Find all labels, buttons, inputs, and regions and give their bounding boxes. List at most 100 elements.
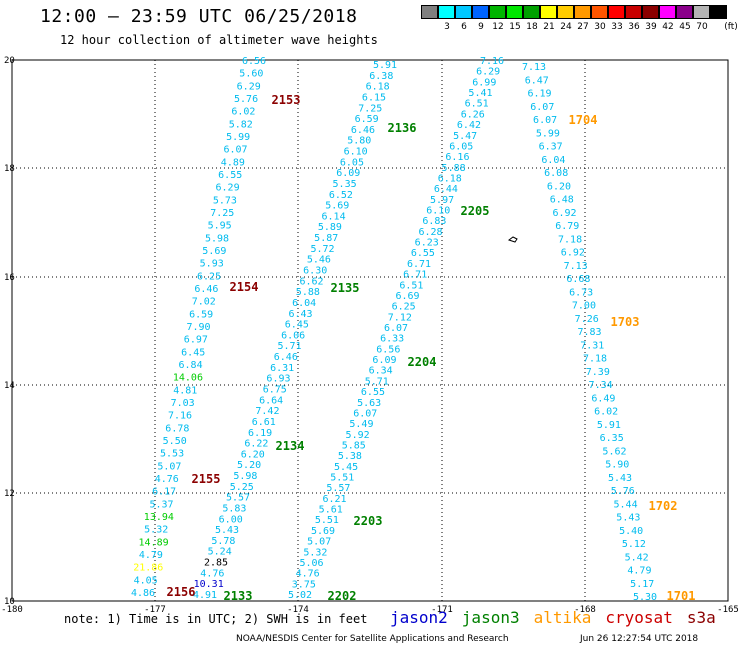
wave-height-value: 5.46 (307, 255, 331, 266)
wave-height-value: 5.73 (213, 195, 237, 206)
wave-height-value: 6.08 (544, 168, 568, 179)
satellite-pass-label: 1702 (649, 499, 678, 513)
wave-height-value: 7.03 (171, 398, 195, 409)
wave-height-value: 4.79 (627, 566, 651, 577)
wave-height-value: 6.35 (600, 433, 624, 444)
wave-height-value: 5.95 (208, 221, 232, 232)
wave-height-value: 4.79 (139, 550, 163, 561)
wave-height-value: 5.57 (326, 483, 350, 494)
wave-height-value: 5.90 (605, 460, 629, 471)
wave-height-value: 5.57 (226, 493, 250, 504)
wave-height-value: 5.85 (342, 440, 366, 451)
wave-height-value: 6.23 (415, 238, 439, 249)
wave-height-value: 5.12 (622, 539, 646, 550)
wave-height-value: 5.78 (211, 536, 235, 547)
wave-height-value: 6.10 (344, 147, 368, 158)
legend-swatch (523, 5, 540, 19)
wave-height-value: 5.69 (311, 526, 335, 537)
wave-height-value: 6.43 (288, 309, 312, 320)
wave-height-value: 5.92 (346, 430, 370, 441)
satellite-pass-label: 2155 (192, 472, 221, 486)
page-subtitle: 12 hour collection of altimeter wave hei… (60, 33, 378, 47)
legend-swatch (608, 5, 625, 19)
legend-tick-label: 21 (543, 22, 555, 32)
wave-height-value: 5.30 (633, 592, 657, 603)
wave-height-value: 6.73 (569, 287, 593, 298)
wave-height-value: 5.93 (200, 259, 224, 270)
wave-height-value: 5.51 (315, 515, 339, 526)
wave-height-value: 14.89 (139, 537, 169, 548)
wave-height-value: 6.92 (561, 248, 585, 259)
wave-height-value: 5.43 (215, 525, 239, 536)
wave-height-value: 4.76 (155, 474, 179, 485)
wave-height-value: 7.39 (586, 367, 610, 378)
satellite-pass-label: 2156 (167, 585, 196, 599)
wave-height-value: 5.72 (311, 244, 335, 255)
wave-height-value: 7.90 (186, 322, 210, 333)
wave-height-value: 6.44 (434, 184, 458, 195)
wave-height-value: 6.45 (181, 347, 205, 358)
wave-height-value: 6.42 (457, 120, 481, 131)
wave-height-value: 5.43 (616, 513, 640, 524)
wave-height-value: 6.10 (426, 206, 450, 217)
satellite-pass-label: 1704 (569, 113, 598, 127)
satellite-legend: jason2 jason3 altika cryosat s3a (390, 608, 730, 627)
wave-height-value: 6.45 (285, 320, 309, 331)
wave-height-value: 5.69 (202, 246, 226, 257)
wave-height-value: 4.86 (131, 588, 155, 599)
legend-tick-label: 39 (645, 22, 657, 32)
wave-height-value: 5.50 (163, 436, 187, 447)
legend-swatch (421, 5, 438, 19)
legend-swatch (489, 5, 506, 19)
wave-height-value: 7.83 (577, 327, 601, 338)
wave-height-value: 6.46 (274, 352, 298, 363)
legend-tick-label: 9 (478, 22, 484, 32)
map-frame (11, 59, 729, 602)
wave-height-value: 7.00 (572, 301, 596, 312)
wave-height-value: 5.99 (536, 128, 560, 139)
wave-height-value: 6.06 (281, 330, 305, 341)
wave-height-value: 7.26 (575, 314, 599, 325)
wave-height-value: 5.60 (239, 69, 263, 80)
wave-height-value: 5.98 (205, 233, 229, 244)
satellite-pass-label: 2154 (230, 280, 259, 294)
wave-height-value: 5.63 (357, 398, 381, 409)
legend-unit-label: (ft) (724, 22, 738, 32)
wave-height-value: 7.13 (522, 62, 546, 73)
generated-timestamp: Jun 26 12:27:54 UTC 2018 (580, 634, 699, 644)
legend-swatch (472, 5, 489, 19)
wave-height-value: 5.82 (229, 119, 253, 130)
satellite-pass-label: 2136 (388, 121, 417, 135)
wave-height-value: 10.31 (194, 579, 224, 590)
wave-height-value: 7.02 (192, 297, 216, 308)
wave-height-value: 6.20 (547, 181, 571, 192)
wave-height-value: 6.25 (197, 271, 221, 282)
wave-height-value: 6.78 (165, 423, 189, 434)
legend-swatch (676, 5, 693, 19)
legend-swatch (710, 5, 727, 19)
satellite-pass-label: 1701 (667, 589, 696, 603)
longitude-label: -171 (431, 605, 453, 615)
legend-swatch (438, 5, 455, 19)
wave-height-value: 5.47 (453, 131, 477, 142)
wave-height-value: 5.49 (349, 419, 373, 430)
wave-height-value: 5.41 (468, 88, 492, 99)
wave-height-value: 6.29 (237, 81, 261, 92)
legend-tick-label: 36 (628, 22, 640, 32)
legend-tick-label: 12 (492, 22, 504, 32)
wave-height-value: 6.51 (399, 280, 423, 291)
wave-height-value: 6.26 (461, 109, 485, 120)
legend-swatch (693, 5, 710, 19)
wave-height-value: 6.07 (533, 115, 557, 126)
satellite-pass-label: 2134 (276, 439, 305, 453)
wave-height-value: 5.91 (373, 60, 397, 71)
wave-height-value: 6.62 (299, 276, 323, 287)
wave-height-value: 3.75 (292, 579, 316, 590)
wave-height-value: 6.29 (216, 183, 240, 194)
legend-swatch (557, 5, 574, 19)
wave-height-value: 7.18 (583, 354, 607, 365)
legend-tick-label: 6 (461, 22, 467, 32)
wave-height-value: 5.20 (237, 460, 261, 471)
legend-swatch (506, 5, 523, 19)
wave-height-value: 5.43 (608, 473, 632, 484)
